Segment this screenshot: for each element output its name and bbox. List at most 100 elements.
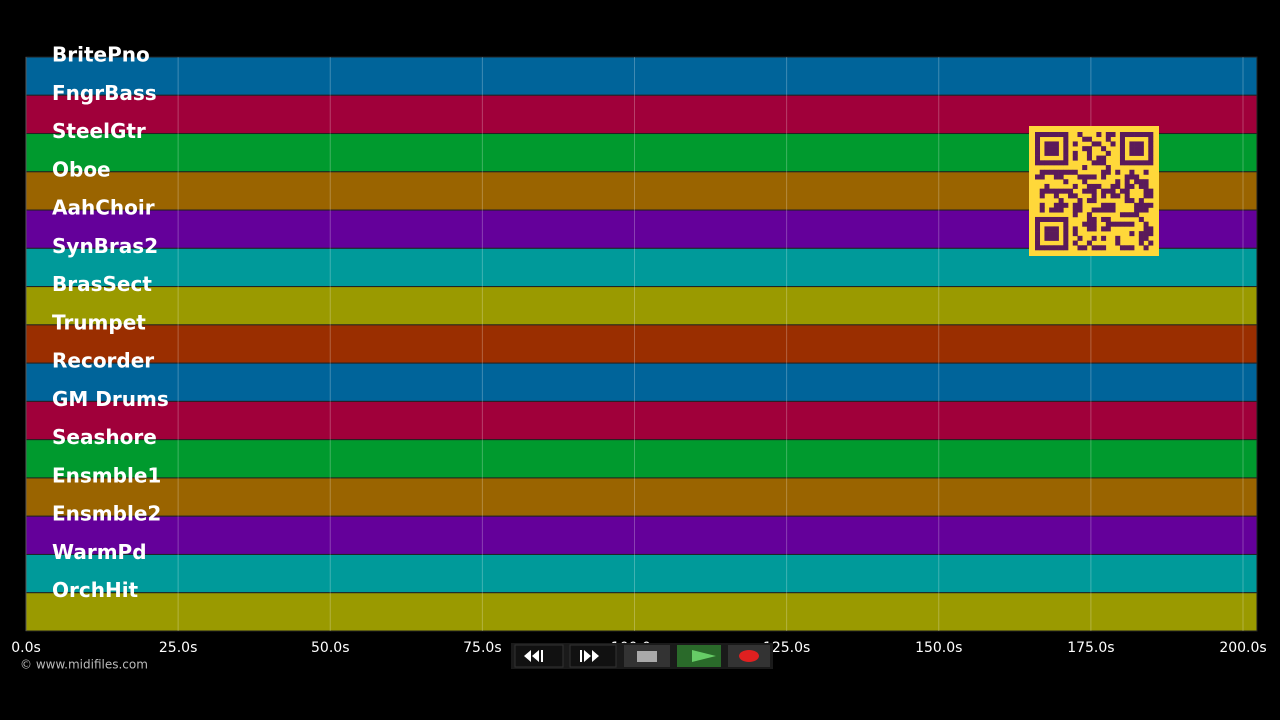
qr-cell <box>1044 146 1050 152</box>
qr-cell <box>1049 245 1055 251</box>
qr-cell <box>1129 150 1135 156</box>
qr-cell <box>1058 198 1064 204</box>
qr-cell <box>1086 240 1092 246</box>
qr-cell <box>1077 202 1083 208</box>
qr-cell <box>1096 141 1102 147</box>
qr-cell <box>1053 216 1059 222</box>
lane <box>25 553 1258 594</box>
qr-cell <box>1082 146 1088 152</box>
qr-cell <box>1096 155 1102 161</box>
qr-cell <box>1091 235 1097 241</box>
qr-cell <box>1143 132 1149 138</box>
qr-cell <box>1101 193 1107 199</box>
qr-cell <box>1143 169 1149 175</box>
qr-cell <box>1072 141 1078 147</box>
qr-cell <box>1086 155 1092 161</box>
track-name: OrchHit <box>52 578 139 602</box>
qr-cell <box>1124 221 1130 227</box>
x-tick-label: 125.0s <box>763 640 810 656</box>
forward-button[interactable] <box>569 644 617 668</box>
qr-cell <box>1105 132 1111 138</box>
qr-cell <box>1039 207 1045 213</box>
qr-cell <box>1124 174 1130 180</box>
qr-cell <box>1138 202 1144 208</box>
qr-cell <box>1143 226 1149 232</box>
qr-cell <box>1134 212 1140 218</box>
lane <box>25 362 1258 402</box>
qr-cell <box>1091 198 1097 204</box>
x-tick-label: 150.0s <box>915 640 962 656</box>
qr-cell <box>1138 183 1144 189</box>
stop-button[interactable] <box>624 645 670 667</box>
qr-cell <box>1035 226 1041 232</box>
qr-cell <box>1044 132 1050 138</box>
qr-cell <box>1115 183 1121 189</box>
lane <box>25 477 1258 517</box>
qr-cell <box>1082 221 1088 227</box>
qr-cell <box>1119 132 1125 138</box>
qr-cell <box>1049 150 1055 156</box>
qr-cell <box>1124 188 1130 194</box>
qr-cell <box>1124 132 1130 138</box>
qr-cell <box>1053 160 1059 166</box>
qr-cell <box>1138 150 1144 156</box>
qr-cell <box>1110 221 1116 227</box>
qr-cell <box>1143 235 1149 241</box>
qr-cell <box>1143 207 1149 213</box>
qr-cell <box>1049 141 1055 147</box>
qr-cell <box>1082 188 1088 194</box>
qr-cell <box>1063 179 1069 185</box>
record-button[interactable] <box>728 645 770 667</box>
qr-cell <box>1063 245 1069 251</box>
qr-cell <box>1105 136 1111 142</box>
qr-cell <box>1091 188 1097 194</box>
qr-cell <box>1044 160 1050 166</box>
qr-cell <box>1143 183 1149 189</box>
qr-cell <box>1039 169 1045 175</box>
qr-cell <box>1091 207 1097 213</box>
qr-cell <box>1119 160 1125 166</box>
qr-cell <box>1035 245 1041 251</box>
track-name: SynBras2 <box>52 234 158 258</box>
qr-cell <box>1058 160 1064 166</box>
track-name: AahChoir <box>52 196 155 220</box>
qr-cell <box>1148 240 1154 246</box>
qr-cell <box>1119 212 1125 218</box>
qr-cell <box>1035 155 1041 161</box>
qr-cell <box>1119 136 1125 142</box>
qr-cell <box>1049 169 1055 175</box>
qr-cell <box>1091 183 1097 189</box>
qr-cell <box>1115 193 1121 199</box>
qr-cell <box>1110 141 1116 147</box>
qr-cell <box>1105 221 1111 227</box>
qr-cell <box>1053 226 1059 232</box>
qr-cell <box>1129 183 1135 189</box>
qr-cell <box>1138 146 1144 152</box>
qr-cell <box>1143 202 1149 208</box>
qr-cell <box>1077 245 1083 251</box>
qr-cell <box>1049 226 1055 232</box>
qr-cell <box>1091 245 1097 251</box>
qr-cell <box>1134 141 1140 147</box>
qr-cell <box>1115 221 1121 227</box>
qr-cell <box>1138 179 1144 185</box>
play-button[interactable] <box>677 645 721 667</box>
qr-cell <box>1053 150 1059 156</box>
qr-cell <box>1058 132 1064 138</box>
qr-cell <box>1110 188 1116 194</box>
qr-cell <box>1148 160 1154 166</box>
qr-cell <box>1101 216 1107 222</box>
qr-cell <box>1115 169 1121 175</box>
qr-cell <box>1035 150 1041 156</box>
qr-cell <box>1077 132 1083 138</box>
qr-cell <box>1049 235 1055 241</box>
rewind-button[interactable] <box>514 644 564 668</box>
qr-cell <box>1119 146 1125 152</box>
qr-cell <box>1129 132 1135 138</box>
qr-cell <box>1049 146 1055 152</box>
qr-cell <box>1091 160 1097 166</box>
qr-cell <box>1138 141 1144 147</box>
lane <box>25 439 1258 479</box>
qr-cell <box>1072 240 1078 246</box>
